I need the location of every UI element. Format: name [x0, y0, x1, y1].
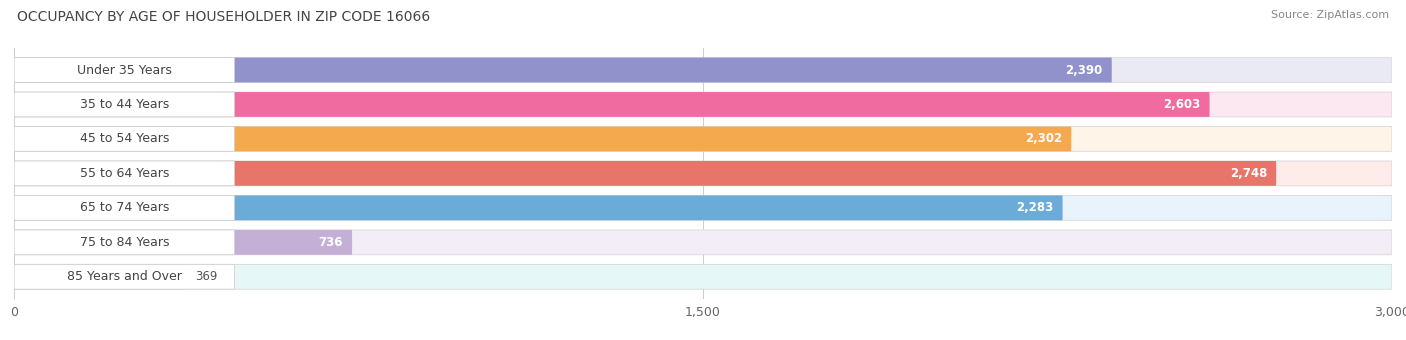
Text: 85 Years and Over: 85 Years and Over: [67, 270, 181, 283]
Text: 2,748: 2,748: [1230, 167, 1267, 180]
Text: 35 to 44 Years: 35 to 44 Years: [80, 98, 169, 111]
FancyBboxPatch shape: [14, 92, 235, 117]
Text: 65 to 74 Years: 65 to 74 Years: [80, 201, 169, 214]
Text: 45 to 54 Years: 45 to 54 Years: [80, 133, 169, 146]
FancyBboxPatch shape: [14, 195, 235, 220]
FancyBboxPatch shape: [14, 92, 1209, 117]
Text: OCCUPANCY BY AGE OF HOUSEHOLDER IN ZIP CODE 16066: OCCUPANCY BY AGE OF HOUSEHOLDER IN ZIP C…: [17, 10, 430, 24]
FancyBboxPatch shape: [14, 161, 235, 186]
Text: Under 35 Years: Under 35 Years: [77, 64, 172, 76]
FancyBboxPatch shape: [14, 126, 1392, 151]
FancyBboxPatch shape: [14, 195, 1063, 220]
FancyBboxPatch shape: [14, 57, 1392, 82]
Text: 2,603: 2,603: [1163, 98, 1201, 111]
FancyBboxPatch shape: [14, 57, 235, 82]
FancyBboxPatch shape: [14, 92, 1392, 117]
Text: 75 to 84 Years: 75 to 84 Years: [80, 236, 169, 249]
FancyBboxPatch shape: [14, 265, 184, 289]
FancyBboxPatch shape: [14, 126, 235, 151]
FancyBboxPatch shape: [14, 161, 1392, 186]
Text: 2,283: 2,283: [1017, 201, 1053, 214]
Text: Source: ZipAtlas.com: Source: ZipAtlas.com: [1271, 10, 1389, 20]
FancyBboxPatch shape: [14, 126, 1071, 151]
FancyBboxPatch shape: [14, 161, 1277, 186]
Text: 369: 369: [195, 270, 218, 283]
FancyBboxPatch shape: [14, 230, 1392, 255]
FancyBboxPatch shape: [14, 230, 352, 255]
FancyBboxPatch shape: [14, 265, 235, 289]
Text: 736: 736: [318, 236, 343, 249]
FancyBboxPatch shape: [14, 195, 1392, 220]
Text: 2,302: 2,302: [1025, 133, 1062, 146]
FancyBboxPatch shape: [14, 230, 235, 255]
FancyBboxPatch shape: [14, 57, 1112, 82]
FancyBboxPatch shape: [14, 265, 1392, 289]
Text: 2,390: 2,390: [1066, 64, 1102, 76]
Text: 55 to 64 Years: 55 to 64 Years: [80, 167, 169, 180]
